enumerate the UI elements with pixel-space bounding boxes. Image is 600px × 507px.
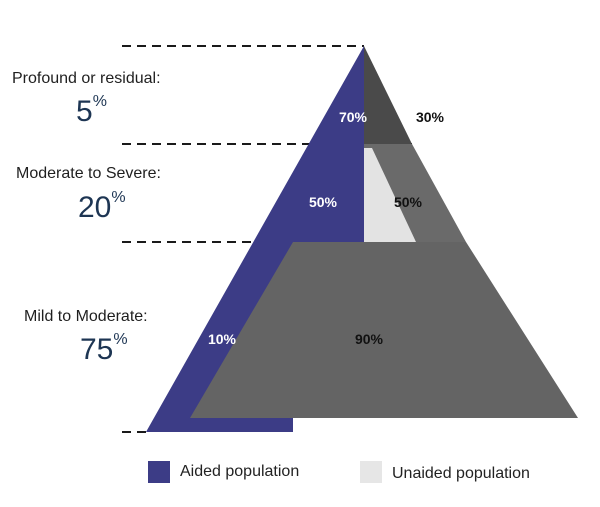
tier-2-unit: % <box>111 189 126 206</box>
tier-2-aided-label: 50% <box>309 194 338 210</box>
tier-1-label: Profound or residual: <box>12 70 161 87</box>
tier-3-unaided-segment <box>190 242 578 418</box>
tier-3-unit: % <box>113 331 128 348</box>
tier-3-label: Mild to Moderate: <box>24 308 148 325</box>
legend-aided-label: Aided population <box>180 463 300 480</box>
tier-2-unaided-label: 50% <box>394 194 423 210</box>
tier-1-unaided-segment <box>364 46 412 144</box>
tier-3-unaided-label: 90% <box>355 331 384 347</box>
tier-2-label: Moderate to Severe: <box>16 165 161 182</box>
tier-1-aided-label: 70% <box>339 109 368 125</box>
tier-3-value: 75 <box>80 333 114 366</box>
tier-3-percentage: 75% <box>80 331 128 366</box>
legend-unaided-swatch <box>360 461 382 483</box>
tier-2-percentage: 20% <box>78 189 126 224</box>
tier-3-aided-label: 10% <box>208 331 237 347</box>
legend-aided-swatch <box>148 461 170 483</box>
tier-1-percentage: 5% <box>76 93 107 128</box>
tier-1-unit: % <box>92 93 107 110</box>
tier-1-value: 5 <box>76 95 93 128</box>
tier-2-value: 20 <box>78 191 112 224</box>
tier-2-unaided-segment <box>364 148 416 242</box>
legend-unaided-label: Unaided population <box>392 465 530 482</box>
aided-segment <box>146 46 364 432</box>
tier-1-unaided-label: 30% <box>416 109 445 125</box>
